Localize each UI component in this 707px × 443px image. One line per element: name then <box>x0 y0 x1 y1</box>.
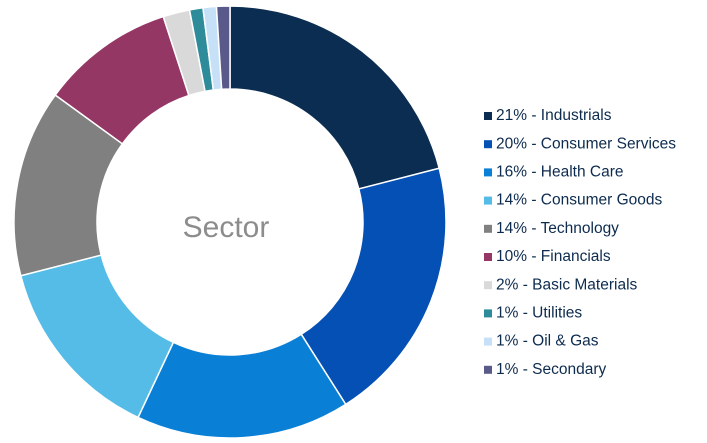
legend-label: 10% - Financials <box>496 248 611 265</box>
legend-label: 14% - Technology <box>496 220 619 237</box>
legend-label: 2% - Basic Materials <box>496 276 638 293</box>
legend-swatch <box>484 112 492 120</box>
legend-label: 16% - Health Care <box>496 163 624 180</box>
legend-label: 1% - Utilities <box>496 304 582 321</box>
legend-label: 21% - Industrials <box>496 107 612 124</box>
legend-label: 14% - Consumer Goods <box>496 192 663 209</box>
legend-swatch <box>484 337 492 346</box>
legend-swatch <box>484 168 492 177</box>
legend-label: 1% - Secondary <box>496 361 607 378</box>
chart-title: Sector <box>183 211 270 244</box>
legend-swatch <box>484 309 492 318</box>
legend-swatch <box>484 224 492 233</box>
donut-slice <box>215 5 231 91</box>
legend-swatch <box>484 365 492 374</box>
legend-label: 1% - Oil & Gas <box>496 333 599 350</box>
legend-swatch <box>484 196 492 205</box>
legend-swatch <box>484 253 492 261</box>
legend-swatch <box>484 140 492 149</box>
donut-slice <box>300 167 447 406</box>
legend-label: 20% - Consumer Services <box>496 135 676 152</box>
donut-slice <box>229 5 441 190</box>
legend-swatch <box>484 281 492 290</box>
